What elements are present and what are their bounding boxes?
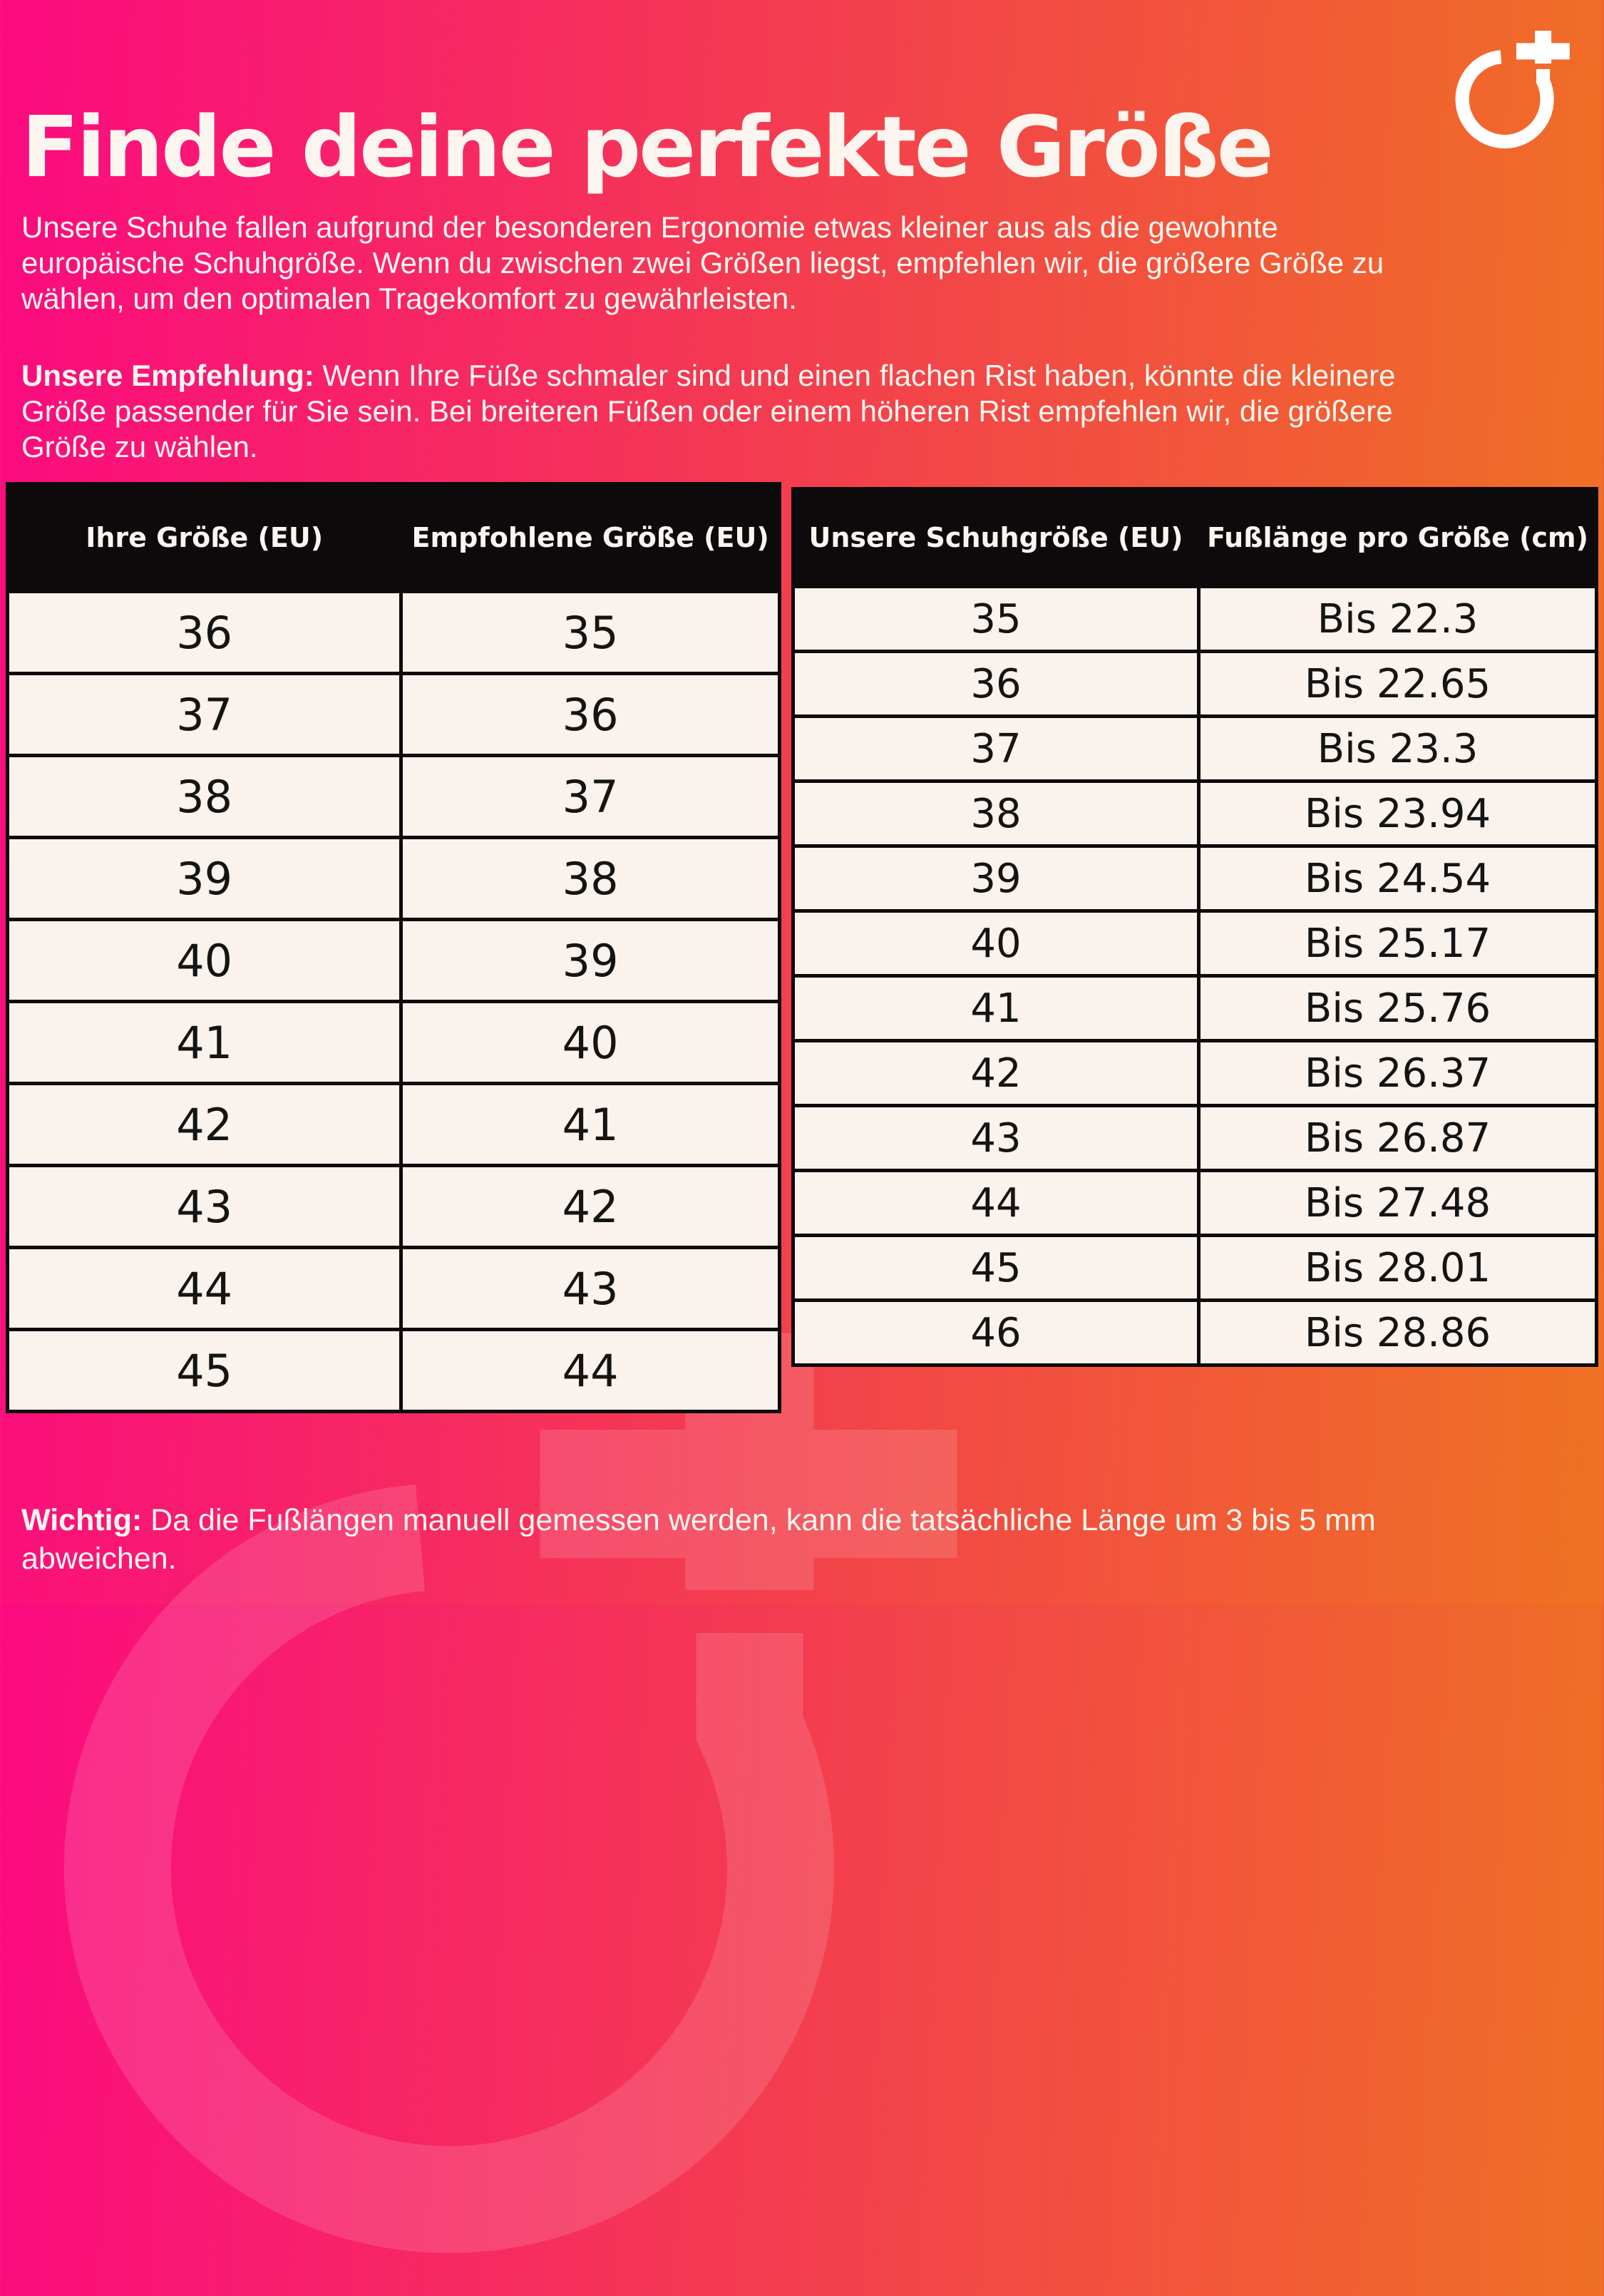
table-row: 43 Bis 26.87 xyxy=(791,1104,1598,1172)
foot-length-cell: Bis 24.54 xyxy=(1197,844,1598,913)
recommendation-text: Wenn Ihre Füße schmaler sind und einen f… xyxy=(21,359,1396,463)
shoe-size-cell: 43 xyxy=(791,1104,1201,1172)
shoe-size-cell: 45 xyxy=(791,1234,1201,1302)
your-size-cell: 44 xyxy=(5,1246,403,1331)
table-row: 36 35 xyxy=(5,590,781,675)
foot-length-cell: Bis 26.87 xyxy=(1197,1104,1598,1172)
your-size-cell: 39 xyxy=(5,836,403,921)
size-table-header-your-size: Ihre Größe (EU) xyxy=(5,482,403,593)
table-row: 42 41 xyxy=(5,1082,781,1167)
size-recommendation-table: Ihre Größe (EU) Empfohlene Größe (EU) 36… xyxy=(5,482,781,1413)
shoe-size-cell: 35 xyxy=(791,585,1201,653)
table-row: 39 38 xyxy=(5,836,781,921)
intro-paragraph: Unsere Schuhe fallen aufgrund der besond… xyxy=(21,210,1419,317)
recommended-size-cell: 38 xyxy=(399,836,781,921)
important-note-text: Da die Fußlängen manuell gemessen werden… xyxy=(21,1503,1376,1576)
table-row: 45 44 xyxy=(5,1328,781,1413)
page-title: Finde deine perfekte Größe xyxy=(21,98,1274,197)
your-size-cell: 40 xyxy=(5,918,403,1003)
recommendation-label: Unsere Empfehlung: xyxy=(21,359,314,392)
table-row: 46 Bis 28.86 xyxy=(791,1298,1598,1367)
shoe-size-cell: 46 xyxy=(791,1298,1201,1367)
foot-length-cell: Bis 23.3 xyxy=(1197,714,1598,783)
table-row: 42 Bis 26.37 xyxy=(791,1039,1598,1107)
recommended-size-cell: 35 xyxy=(399,590,781,675)
table-row: 44 43 xyxy=(5,1246,781,1331)
table-row: 39 Bis 24.54 xyxy=(791,844,1598,913)
length-table-header-foot-length: Fußlänge pro Größe (cm) xyxy=(1197,487,1598,588)
table-row: 38 Bis 23.94 xyxy=(791,779,1598,848)
table-row: 43 42 xyxy=(5,1164,781,1249)
length-table-header-row: Unsere Schuhgröße (EU) Fußlänge pro Größ… xyxy=(791,487,1598,588)
table-row: 40 39 xyxy=(5,918,781,1003)
table-row: 37 36 xyxy=(5,672,781,757)
recommended-size-cell: 40 xyxy=(399,1000,781,1085)
foot-length-cell: Bis 26.37 xyxy=(1197,1039,1598,1107)
important-note-label: Wichtig: xyxy=(21,1503,143,1537)
shoe-size-cell: 38 xyxy=(791,779,1201,848)
shoe-size-cell: 44 xyxy=(791,1169,1201,1237)
foot-length-cell: Bis 22.3 xyxy=(1197,585,1598,653)
table-row: 40 Bis 25.17 xyxy=(791,909,1598,978)
important-note: Wichtig: Da die Fußlängen manuell gemess… xyxy=(21,1501,1461,1578)
foot-length-cell: Bis 28.01 xyxy=(1197,1234,1598,1302)
foot-length-cell: Bis 25.76 xyxy=(1197,974,1598,1042)
recommended-size-cell: 42 xyxy=(399,1164,781,1249)
your-size-cell: 37 xyxy=(5,672,403,757)
table-row: 36 Bis 22.65 xyxy=(791,650,1598,718)
brand-watermark-icon xyxy=(63,1333,957,2253)
shoe-size-cell: 42 xyxy=(791,1039,1201,1107)
table-row: 35 Bis 22.3 xyxy=(791,585,1598,653)
intro-text: Unsere Schuhe fallen aufgrund der besond… xyxy=(21,210,1384,315)
recommended-size-cell: 41 xyxy=(399,1082,781,1167)
foot-length-cell: Bis 23.94 xyxy=(1197,779,1598,848)
recommended-size-cell: 44 xyxy=(399,1328,781,1413)
foot-length-cell: Bis 28.86 xyxy=(1197,1298,1598,1367)
foot-length-table: Unsere Schuhgröße (EU) Fußlänge pro Größ… xyxy=(791,487,1598,1367)
table-row: 45 Bis 28.01 xyxy=(791,1234,1598,1302)
shoe-size-cell: 37 xyxy=(791,714,1201,783)
foot-length-cell: Bis 25.17 xyxy=(1197,909,1598,978)
foot-length-cell: Bis 27.48 xyxy=(1197,1169,1598,1237)
your-size-cell: 36 xyxy=(5,590,403,675)
length-table-header-shoe-size: Unsere Schuhgröße (EU) xyxy=(791,487,1201,588)
tables-section: Ihre Größe (EU) Empfohlene Größe (EU) 36… xyxy=(5,482,1598,1413)
shoe-size-cell: 36 xyxy=(791,650,1201,718)
size-table-header-recommended-size: Empfohlene Größe (EU) xyxy=(399,482,781,593)
recommended-size-cell: 37 xyxy=(399,754,781,839)
table-row: 44 Bis 27.48 xyxy=(791,1169,1598,1237)
table-row: 38 37 xyxy=(5,754,781,839)
table-row: 37 Bis 23.3 xyxy=(791,714,1598,783)
shoe-size-cell: 39 xyxy=(791,844,1201,913)
recommended-size-cell: 36 xyxy=(399,672,781,757)
table-row: 41 Bis 25.76 xyxy=(791,974,1598,1042)
your-size-cell: 43 xyxy=(5,1164,403,1249)
your-size-cell: 45 xyxy=(5,1328,403,1413)
your-size-cell: 42 xyxy=(5,1082,403,1167)
recommended-size-cell: 43 xyxy=(399,1246,781,1331)
shoe-size-cell: 41 xyxy=(791,974,1201,1042)
recommendation-paragraph: Unsere Empfehlung: Wenn Ihre Füße schmal… xyxy=(21,358,1419,465)
size-table-header-row: Ihre Größe (EU) Empfohlene Größe (EU) xyxy=(5,482,781,593)
shoe-size-cell: 40 xyxy=(791,909,1201,978)
your-size-cell: 41 xyxy=(5,1000,403,1085)
foot-length-cell: Bis 22.65 xyxy=(1197,650,1598,718)
brand-logo-circle-plus-icon xyxy=(1455,31,1570,149)
table-row: 41 40 xyxy=(5,1000,781,1085)
recommended-size-cell: 39 xyxy=(399,918,781,1003)
your-size-cell: 38 xyxy=(5,754,403,839)
